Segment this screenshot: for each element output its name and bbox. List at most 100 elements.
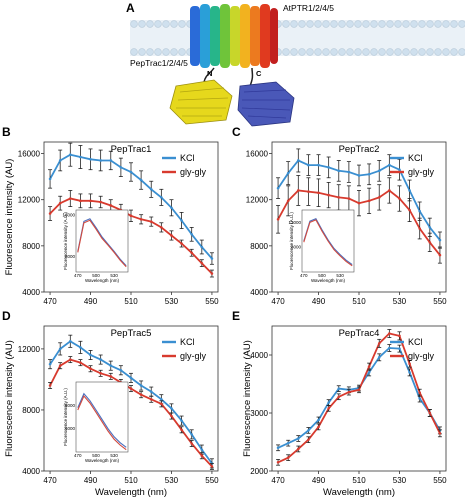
membrane-head-top [378,20,386,28]
membrane-head-top [418,20,426,28]
membrane-head-bottom [442,48,450,56]
data-point [438,432,442,435]
membrane-head-bottom [282,48,290,56]
membrane-head-top [386,20,394,28]
data-point [297,447,300,451]
data-point [210,257,214,260]
membrane-head-top [130,20,138,28]
data-point [337,395,341,399]
panel-b: B PepTrac1 470 490 510 530 550 4000 8000 12000 16… [2,125,219,306]
data-point [367,199,371,203]
panel-letter-e: E [232,309,240,323]
x-axis-title: Wavelength (nm) [323,487,395,498]
data-point [317,418,320,422]
data-point [286,441,290,445]
inset-frame [75,209,129,273]
data-point [109,204,113,207]
data-point [377,169,381,173]
data-point [89,367,92,371]
data-point [276,446,280,450]
data-point [418,391,421,395]
data-point [317,191,320,195]
data-point [200,454,204,458]
series-gly-gly [48,356,214,470]
membrane-head-top [458,20,465,28]
data-point [357,201,361,205]
data-point [79,199,82,203]
membrane-head-top [322,20,330,28]
inset-y-tick-label: 16000 [62,213,75,218]
membrane-head-top [362,20,370,28]
membrane-head-top [410,20,418,28]
data-point [149,397,153,401]
membrane-head-top [162,20,170,28]
data-point [109,375,113,378]
membrane-head-bottom [378,48,386,56]
data-point [297,189,300,192]
inset-series-line [77,392,127,448]
data-point [149,390,153,393]
membrane-head-top [394,20,402,28]
data-point [58,159,62,162]
inset-x-tick-label: 500 [92,273,100,278]
inset-y-axis-title: Fluorescence intensity (A.U.) [63,212,68,270]
membrane-head-bottom [170,48,178,56]
x-tick-label: 550 [205,297,219,306]
y-tick-label: 12000 [18,196,41,205]
data-point [69,153,72,156]
data-point [89,158,92,161]
transporter-label: AtPTR1/2/4/5 [283,3,334,13]
data-point [149,188,153,191]
y-tick-label: 8000 [250,242,268,251]
data-point [347,170,351,174]
inset-x-tick-label: 470 [300,273,308,278]
data-point [99,372,102,375]
y-tick-label: 16000 [246,150,269,159]
legend-label: KCl [408,153,423,163]
membrane-head-bottom [130,48,138,56]
gfp-barrel-yellow-icon [169,79,233,125]
data-point [398,197,401,200]
data-point [297,437,300,440]
data-point [149,220,153,223]
membrane-head-bottom [178,48,186,56]
n-label: N [207,69,212,78]
x-tick-label: 530 [165,297,179,306]
legend-item-gly-gly: gly-gly [390,351,435,361]
x-tick-label: 510 [124,297,138,306]
data-point [48,212,52,215]
panel-letter-d: D [2,309,11,323]
membrane-head-bottom [402,48,410,56]
data-point [428,411,432,415]
membrane-head-bottom [162,48,170,56]
data-point [180,428,183,432]
inset-chart: 470 500 530 8000 12000 Wavelength (nm) Fluores… [288,209,355,283]
data-point [307,163,310,167]
membrane-head-bottom [434,48,442,56]
membrane-head-top [442,20,450,28]
data-point [276,461,280,464]
membrane-head-bottom [362,48,370,56]
data-point [109,364,113,367]
y-tick-label: 16000 [18,150,41,159]
data-point [58,347,62,351]
data-point [408,362,411,366]
data-point [48,177,52,181]
panel-a: A AtPTR1/2/4/5 PepTrac1/2/4/5 N C [126,1,465,127]
series-line [277,347,441,449]
c-terminal-linker [249,67,254,87]
x-tick-label: 490 [84,476,98,485]
data-point [297,159,300,162]
data-point [129,387,133,390]
membrane-head-bottom [450,48,458,56]
membrane-head-bottom [314,48,322,56]
y-tick-label: 2000 [250,467,268,476]
inset-x-tick-label: 470 [74,273,82,278]
inset-x-tick-label: 500 [92,453,100,458]
x-tick-label: 550 [433,297,447,306]
membrane-head-top [450,20,458,28]
data-point [317,425,320,429]
membrane-head-bottom [426,48,434,56]
data-point [327,193,330,197]
data-point [160,226,163,229]
